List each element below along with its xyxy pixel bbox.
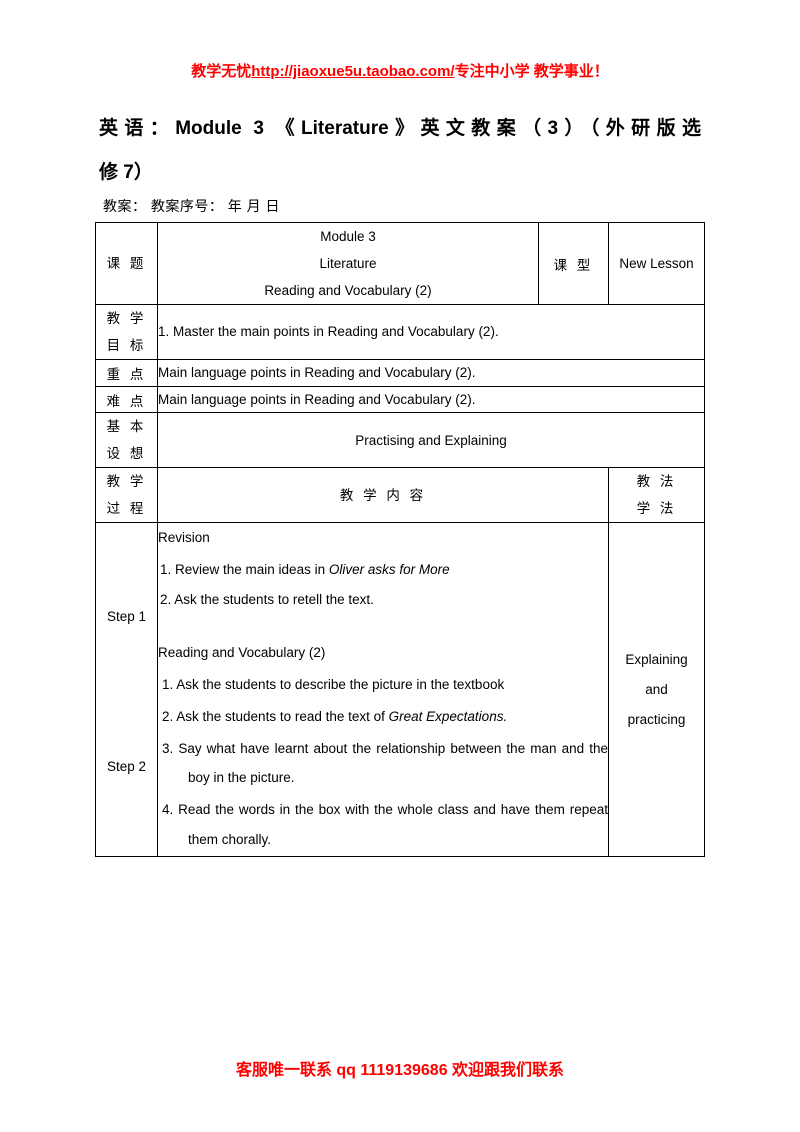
step2-head: Reading and Vocabulary (2): [158, 638, 608, 668]
difficulty-content: Main language points in Reading and Voca…: [158, 386, 705, 413]
key-label: 重 点: [96, 360, 158, 387]
row-subject: 课 题 Module 3 Literature Reading and Voca…: [96, 223, 705, 305]
step1-label: Step 1: [96, 602, 157, 632]
subject-line2: Literature: [158, 250, 538, 277]
step2-li4: 4. Read the words in the box with the wh…: [162, 795, 608, 854]
subject-label: 课 题: [96, 223, 158, 305]
method-content: Explaining and practicing: [609, 523, 705, 857]
subject-content: Module 3 Literature Reading and Vocabula…: [158, 223, 539, 305]
process-method-label: 教 法 学 法: [609, 468, 705, 523]
step2-li2-text: 2. Ask the students to read the text of: [162, 709, 389, 724]
page-footer: 客服唯一联系 qq 1119139686 欢迎跟我们联系: [0, 1056, 800, 1080]
lesson-plan-table: 课 题 Module 3 Literature Reading and Voca…: [95, 222, 705, 857]
step2-block: Reading and Vocabulary (2) 1. Ask the st…: [158, 638, 608, 854]
step2-list: 1. Ask the students to describe the pict…: [158, 670, 608, 854]
process-label: 教 学 过 程: [96, 468, 158, 523]
row-process-header: 教 学 过 程 教 学 内 容 教 法 学 法: [96, 468, 705, 523]
row-difficulty: 难 点 Main language points in Reading and …: [96, 386, 705, 413]
document-title-line2: 修 7）: [95, 157, 705, 184]
subject-line3: Reading and Vocabulary (2): [158, 277, 538, 304]
row-design: 基 本 设 想 Practising and Explaining: [96, 413, 705, 468]
subject-line1: Module 3: [158, 223, 538, 250]
type-value: New Lesson: [609, 223, 705, 305]
design-content: Practising and Explaining: [158, 413, 705, 468]
step2-label: Step 2: [96, 752, 157, 782]
key-content: Main language points in Reading and Voca…: [158, 360, 705, 387]
step1-head: Revision: [158, 523, 608, 553]
steps-content: Revision 1. Review the main ideas in Oli…: [158, 523, 609, 857]
step2-li3: 3. Say what have learnt about the relati…: [162, 734, 608, 793]
step1-block: Revision 1. Review the main ideas in Oli…: [158, 523, 608, 614]
method-text: Explaining and practicing: [609, 645, 704, 734]
document-title-line1: 英语：Module 3 《Literature》英文教案（3）（外研版选: [95, 111, 705, 147]
objective-label: 教 学 目 标: [96, 305, 158, 360]
type-label: 课 型: [539, 223, 609, 305]
meta-line: 教案： 教案序号： 年 月 日: [95, 196, 705, 216]
step-labels: Step 1 Step 2: [96, 523, 158, 857]
step2-li1: 1. Ask the students to describe the pict…: [162, 670, 608, 700]
process-content-label: 教 学 内 容: [158, 468, 609, 523]
row-key: 重 点 Main language points in Reading and …: [96, 360, 705, 387]
step1-line1-text: 1. Review the main ideas in: [160, 562, 329, 577]
step1-item1: 1. Review the main ideas in Oliver asks …: [158, 555, 608, 585]
step1-item2: 2. Ask the students to retell the text.: [158, 585, 608, 615]
header-suffix: 专注中小学 教学事业！: [455, 63, 609, 80]
row-objective: 教 学 目 标 1. Master the main points in Rea…: [96, 305, 705, 360]
objective-content: 1. Master the main points in Reading and…: [158, 305, 705, 360]
step1-italic: Oliver asks for More: [329, 562, 450, 577]
header-link[interactable]: http://jiaoxue5u.taobao.com/: [251, 63, 454, 80]
design-label: 基 本 设 想: [96, 413, 158, 468]
step2-li2: 2. Ask the students to read the text of …: [162, 702, 608, 732]
header-prefix: 教学无忧: [191, 63, 251, 80]
row-steps: Step 1 Step 2 Revision 1. Review the mai…: [96, 523, 705, 857]
difficulty-label: 难 点: [96, 386, 158, 413]
page-header: 教学无忧http://jiaoxue5u.taobao.com/专注中小学 教学…: [95, 60, 705, 81]
step2-li2-italic: Great Expectations.: [389, 709, 508, 724]
